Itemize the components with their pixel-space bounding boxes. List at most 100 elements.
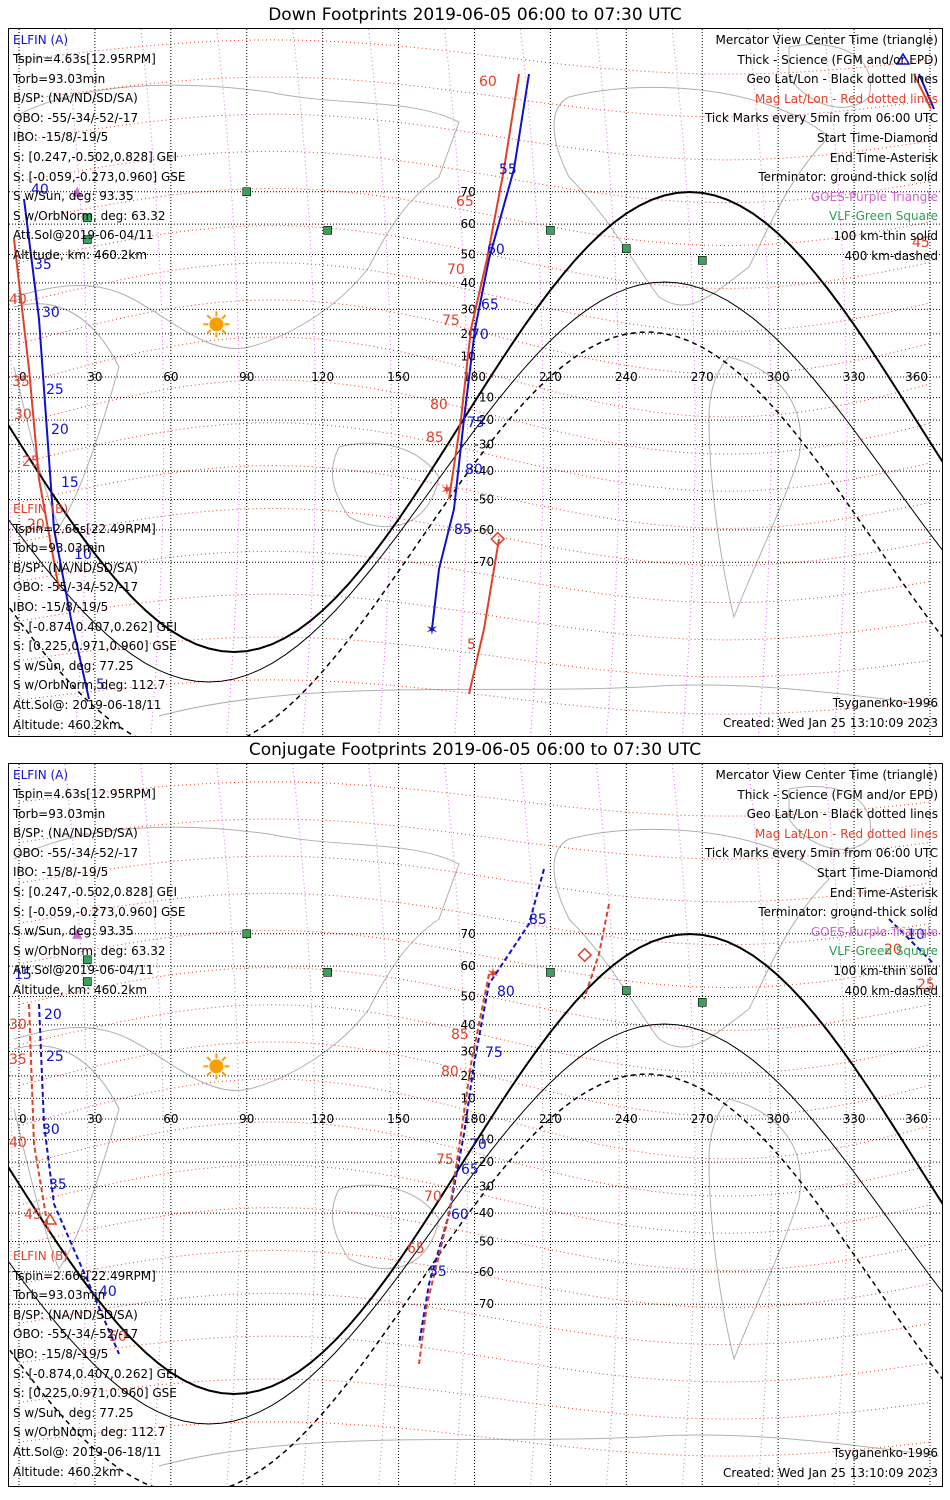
elfin-b-tick-label: 5 bbox=[467, 637, 476, 653]
mag-meridian bbox=[671, 29, 696, 736]
elfin-a-info-line: S w/Sun, deg: 93.35 bbox=[13, 924, 134, 939]
mag-meridian bbox=[823, 29, 848, 736]
elfin-b-tick-label: 20 bbox=[27, 517, 45, 533]
lon-tick-label: 150 bbox=[387, 370, 410, 384]
goes-triangle bbox=[72, 186, 83, 197]
mag-meridian bbox=[140, 764, 165, 1486]
elfin-a-info-line: OBO: -55/-34/-52/-17 bbox=[13, 845, 139, 860]
vlf-station-square bbox=[242, 929, 252, 939]
elfin-a-info-line: S w/OrbNorm, deg: 63.32 bbox=[13, 943, 166, 958]
elfin-b-tick-label: 35 bbox=[12, 374, 30, 390]
elfin-a-info-line: S w/OrbNorm, deg: 63.32 bbox=[13, 208, 166, 223]
elfin-b-track-left bbox=[13, 238, 60, 590]
coastline-6 bbox=[158, 684, 940, 717]
legend-item: Tick Marks every 5min from 06:00 UTC bbox=[704, 846, 938, 861]
elfin-b-info-line: Altitude: 460.2km bbox=[13, 717, 121, 732]
elfin-a-tick-label: 85 bbox=[529, 912, 547, 928]
mag-meridian bbox=[140, 29, 165, 736]
elfin-a-info-line: S: [-0.059,-0.273,0.960] GSE bbox=[13, 904, 186, 919]
lon-tick-label: 60 bbox=[163, 370, 178, 384]
elfin-b-tick-label: 20 bbox=[884, 942, 902, 958]
elfin-a-tick-label: 40 bbox=[99, 1284, 117, 1300]
vlf-station-square bbox=[83, 977, 92, 986]
legend-item: 400 km-dashed bbox=[844, 983, 938, 998]
elfin-a-tick-label: 80 bbox=[497, 984, 515, 1000]
elfin-b-info-line: S w/Sun, deg: 77.25 bbox=[13, 658, 134, 673]
elfin-a-info-line: Altitude, km: 460.2km bbox=[13, 983, 148, 997]
lon-tick-label: 360 bbox=[905, 370, 928, 384]
coastlines bbox=[13, 43, 940, 717]
legend-item: Mercator View Center Time (triangle) bbox=[715, 768, 938, 782]
conjugate-footprints-panel: 0 30 60 90 120 150 180 210 240 270 300 330 360 70 60 50… bbox=[8, 763, 943, 1487]
elfin-a-tick-label: 70 bbox=[471, 327, 489, 343]
elfin-b-info-line: Tspin=2.66s[22.49RPM] bbox=[13, 1268, 156, 1283]
lon-tick-label: 0 bbox=[19, 370, 27, 384]
lat-tick-label: -40 bbox=[475, 1206, 495, 1220]
elfin-a-info-line: S w/Sun, deg: 93.35 bbox=[13, 189, 134, 204]
legend-item: GOES-Purple Triangle bbox=[810, 924, 938, 939]
mag-meridian bbox=[823, 764, 848, 1486]
down-footprints-panel: 0 30 60 90 120 150 180 210 240 270 300 330 360 70 60 50… bbox=[8, 28, 943, 737]
legend-item: Geo Lat/Lon - Black dotted lines bbox=[746, 72, 938, 87]
lat-tick-label: 50 bbox=[461, 248, 476, 262]
legend-item: Terminator: ground-thick solid bbox=[758, 905, 938, 920]
terminator-100km bbox=[9, 1023, 942, 1425]
elfin-a-tick-label: 55 bbox=[429, 1264, 447, 1280]
elfin-a-tick-label: 20 bbox=[51, 422, 69, 438]
elfin-a-tick-label: 5 bbox=[96, 677, 105, 693]
lon-tick-label: 330 bbox=[843, 1112, 866, 1126]
lon-tick-label: 240 bbox=[615, 370, 638, 384]
elfin-b-info-line: Att.Sol@: 2019-06-18/11 bbox=[13, 697, 162, 712]
mag-lat-line bbox=[18, 1378, 931, 1420]
coastline-2 bbox=[331, 442, 440, 528]
end-time-asterisk: ✶ bbox=[440, 480, 453, 499]
elfin-a-info-line: Att.Sol@2019-06-04/11 bbox=[13, 963, 154, 978]
lon-tick-label: 30 bbox=[87, 1112, 102, 1126]
lon-tick-label: 300 bbox=[767, 370, 790, 384]
lat-tick-label: 70 bbox=[461, 185, 476, 199]
legend-item: Terminator: ground-thick solid bbox=[758, 170, 938, 185]
mag-meridians bbox=[9, 764, 848, 1486]
map-canvas: 0 30 60 90 120 150 180 210 240 270 300 330 360706050… bbox=[9, 764, 942, 1486]
elfin-b-info-line: S w/OrbNorm, deg: 112.7 bbox=[13, 1425, 166, 1440]
elfin-b-info-line: S w/OrbNorm, deg: 112.7 bbox=[13, 678, 166, 693]
terminator-ground bbox=[9, 932, 942, 1396]
lat-tick-label: -60 bbox=[475, 523, 495, 537]
end-time-asterisk: ✶ bbox=[425, 620, 438, 639]
vlf-station-square bbox=[83, 955, 92, 965]
elfin-a-tick-label: 65 bbox=[481, 297, 499, 313]
start-time-diamond bbox=[577, 947, 593, 963]
mag-meridian bbox=[595, 764, 620, 1486]
mag-lat-line bbox=[18, 76, 931, 118]
elfin-a-info-line: S: [-0.059,-0.273,0.960] GSE bbox=[13, 169, 186, 184]
mag-lat-line bbox=[18, 150, 931, 204]
lat-tick-label: -40 bbox=[475, 464, 495, 478]
elfin-a-tick-label: 30 bbox=[42, 1122, 60, 1138]
mag-meridian bbox=[519, 764, 544, 1486]
lon-tick-label: 360 bbox=[905, 1112, 928, 1126]
lon-tick-label: 330 bbox=[843, 370, 866, 384]
lon-tick-label: 0 bbox=[19, 1112, 27, 1126]
start-time-diamond bbox=[490, 531, 506, 547]
lon-tick-label: 90 bbox=[239, 1112, 254, 1126]
legend-item: Geo Lat/Lon - Black dotted lines bbox=[746, 807, 938, 822]
elfin-b-info-line: OBO: -55/-34/-52/-17 bbox=[13, 580, 139, 595]
elfin-a-info-line: OBO: -55/-34/-52/-17 bbox=[13, 110, 139, 125]
legend-item: VLF-Green Square bbox=[829, 209, 938, 224]
map-canvas: 0 30 60 90 120 150 180 210 240 270 300 330 360706050… bbox=[9, 29, 942, 736]
legend-item: End Time-Asterisk bbox=[829, 885, 938, 900]
vlf-station-square bbox=[546, 968, 555, 977]
elfin-a-tick-label: 55 bbox=[499, 162, 517, 178]
lat-tick-label: -50 bbox=[475, 493, 495, 507]
elfin-b-track-south bbox=[468, 538, 500, 695]
elfin-a-track-left bbox=[38, 1003, 120, 1355]
elfin-a-tick-label: 75 bbox=[485, 1045, 503, 1061]
mag-meridian bbox=[64, 764, 89, 1486]
elfin-b-tick-label: 80 bbox=[430, 397, 448, 413]
elfin-b-tick-label: 30 bbox=[14, 407, 32, 423]
goes-triangle bbox=[72, 928, 83, 939]
mag-meridian bbox=[368, 764, 392, 1486]
elfin-a-tick-label: 40 bbox=[31, 182, 49, 198]
coastline-4 bbox=[708, 1098, 801, 1361]
elfin-b-info-line: IBO: -15/8/-19/5 bbox=[13, 599, 109, 614]
